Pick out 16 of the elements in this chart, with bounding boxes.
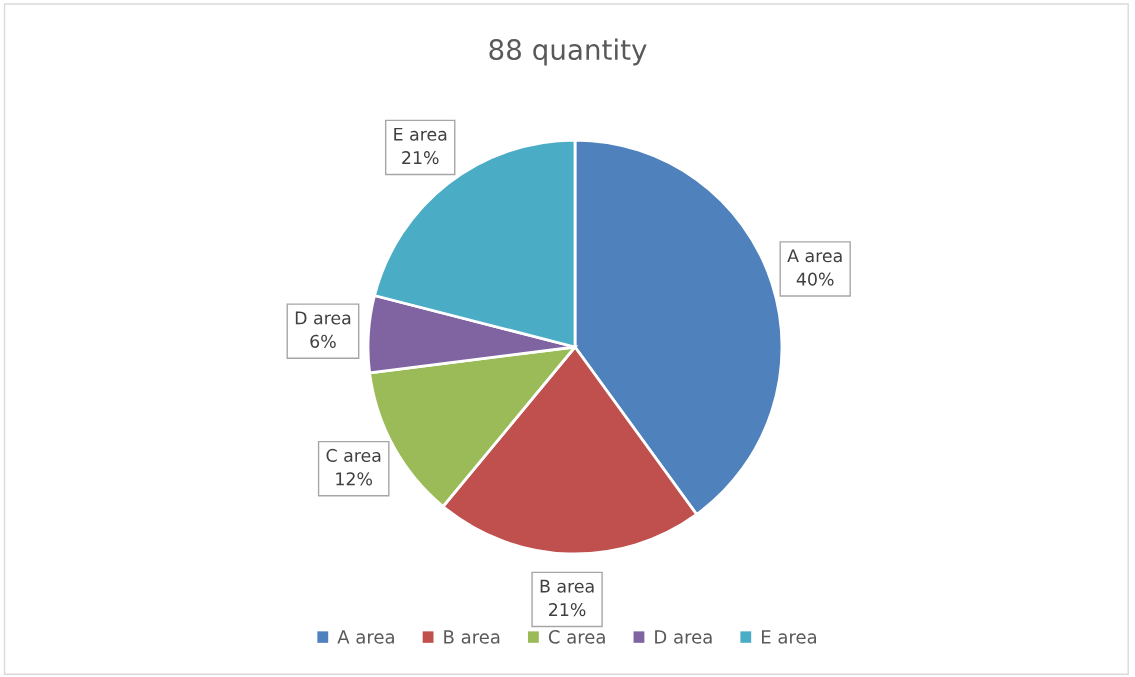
legend-label: A area [337, 630, 394, 644]
data-label: 40% [796, 272, 834, 286]
legend-label: E area [762, 630, 816, 644]
slice-label: B area [540, 579, 594, 593]
slice-label: D area [295, 311, 351, 325]
chart-title: 88 quantity [489, 38, 647, 66]
slice-label: C area [326, 448, 381, 462]
legend-label: B area [444, 630, 500, 644]
data-label: 21% [402, 151, 439, 165]
legend-label: C area [548, 630, 605, 644]
data-label: 21% [549, 603, 586, 617]
data-label: 12% [336, 472, 373, 486]
slice-label: A area [787, 249, 842, 263]
data-label: 6% [310, 334, 336, 348]
legend-label: D area [655, 630, 712, 644]
slice-label: E area [394, 127, 447, 141]
